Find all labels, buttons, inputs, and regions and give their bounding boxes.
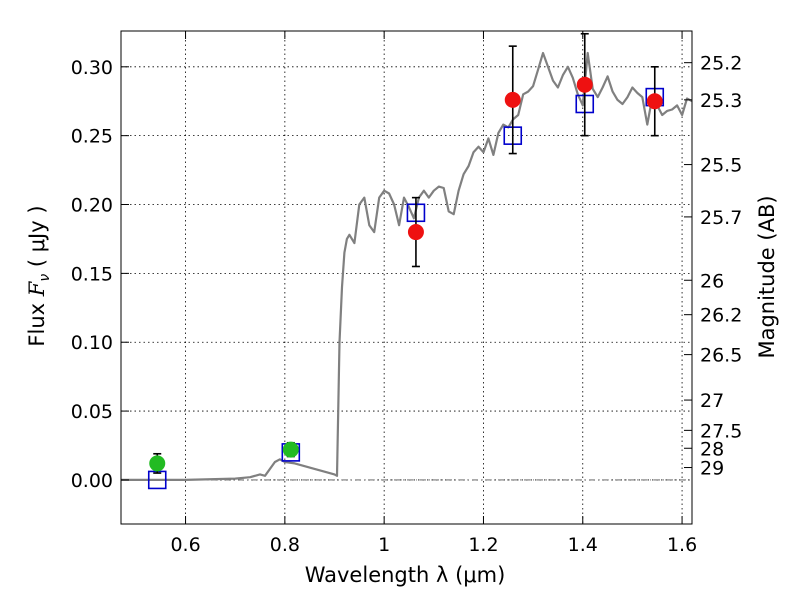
plot-frame — [120, 30, 693, 525]
y2-tick-label: 29 — [700, 458, 724, 480]
y2-tick-label: 27 — [700, 390, 724, 412]
observed-point — [504, 91, 521, 108]
x-tick-label: 1.6 — [667, 534, 697, 556]
y-axis-label-units: ( μJy ) — [25, 205, 49, 273]
y-tick-label: 0.30 — [71, 57, 113, 79]
y2-tick-label: 26 — [700, 270, 724, 292]
plot-area — [121, 32, 693, 490]
observed-point — [646, 93, 663, 110]
y2-tick-label: 25.5 — [700, 155, 742, 177]
y-tick-label: 0.25 — [71, 126, 113, 148]
x-axis-label: Wavelength λ (μm) — [305, 563, 506, 587]
y2-tick-label: 28 — [700, 438, 724, 460]
y2-tick-label: 26.5 — [700, 345, 742, 367]
y-axis-label-f: F — [25, 280, 49, 297]
y-tick-label: 0.15 — [71, 263, 113, 285]
x-tick-label: 1 — [378, 534, 390, 556]
spectrum-line — [121, 51, 693, 481]
y-tick-label: 0.10 — [71, 332, 113, 354]
y2-tick-label: 27.5 — [700, 420, 742, 442]
y-tick-label: 0.05 — [71, 401, 113, 423]
x-tick-label: 1.2 — [468, 534, 498, 556]
observed-point — [407, 224, 424, 241]
ticks: 0.6 0.8 1 1.2 1.4 1.6 0.00 0.05 0.10 0.15 0.20 0.25… — [71, 31, 742, 556]
y-axis-label-flux: Flux — [25, 296, 49, 346]
x-tick-label: 0.8 — [270, 534, 300, 556]
x-tick-label: 1.4 — [568, 534, 598, 556]
y-axis-label: Flux Fν ( μJy ) — [25, 205, 53, 346]
y-axis-label-nu: ν — [37, 274, 53, 282]
y2-axis-label: Magnitude (AB) — [755, 195, 779, 358]
y-tick-label: 0.20 — [71, 195, 113, 217]
y-tick-label: 0.00 — [71, 470, 113, 492]
x-tick-label: 0.6 — [170, 534, 200, 556]
y2-tick-label: 26.2 — [700, 305, 742, 327]
observed-point — [149, 455, 166, 472]
y2-tick-label: 25.3 — [700, 90, 742, 112]
y2-tick-label: 25.7 — [700, 207, 742, 229]
observed-point — [576, 76, 593, 93]
observed-point — [282, 441, 299, 458]
y2-tick-label: 25.2 — [700, 53, 742, 75]
